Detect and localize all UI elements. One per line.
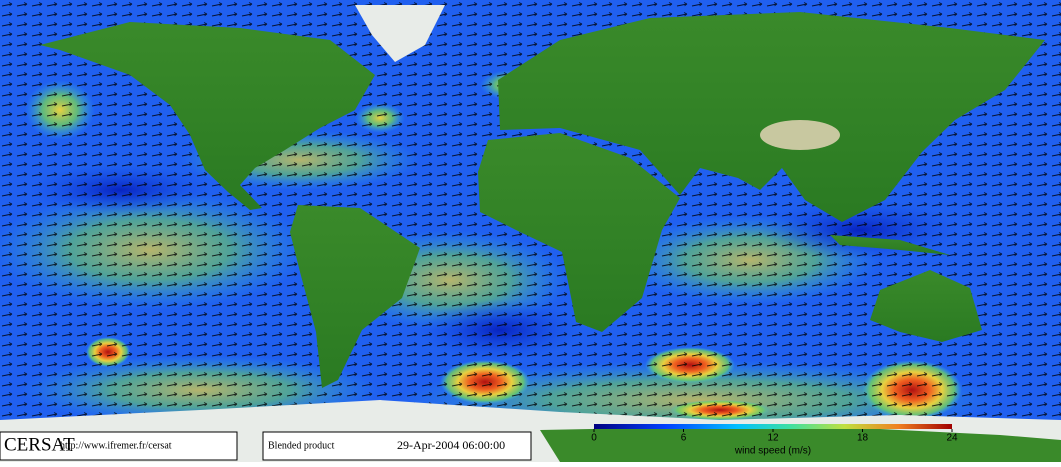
eurasia [498,12,1045,222]
indonesia [830,235,950,255]
greenland [355,5,445,62]
colorbar-tick-label: 0 [591,433,597,444]
footer: CERSAT http://www.ifremer.fr/cersat Blen… [0,424,952,461]
colorbar-tick-label: 6 [681,433,687,444]
colorbar [594,424,952,429]
product: Blended product [268,440,335,451]
colorbar-tick-label: 12 [767,433,779,444]
info-box [262,431,532,461]
colorbar-tick-label: 24 [946,433,958,444]
url: http://www.ifremer.fr/cersat [60,440,172,451]
logo: CERSAT [4,434,75,455]
australia [870,270,982,342]
south-america [290,205,420,388]
colorbar-label: wind speed (m/s) [734,446,811,457]
north-america [40,22,375,210]
continents [0,5,1061,462]
date: 29-Apr-2004 06:00:00 [397,438,505,452]
tibet [760,120,840,150]
logo-box [0,431,238,461]
colorbar-tick-label: 18 [857,433,869,444]
africa [478,133,680,332]
antarctic-relief [540,425,1061,462]
